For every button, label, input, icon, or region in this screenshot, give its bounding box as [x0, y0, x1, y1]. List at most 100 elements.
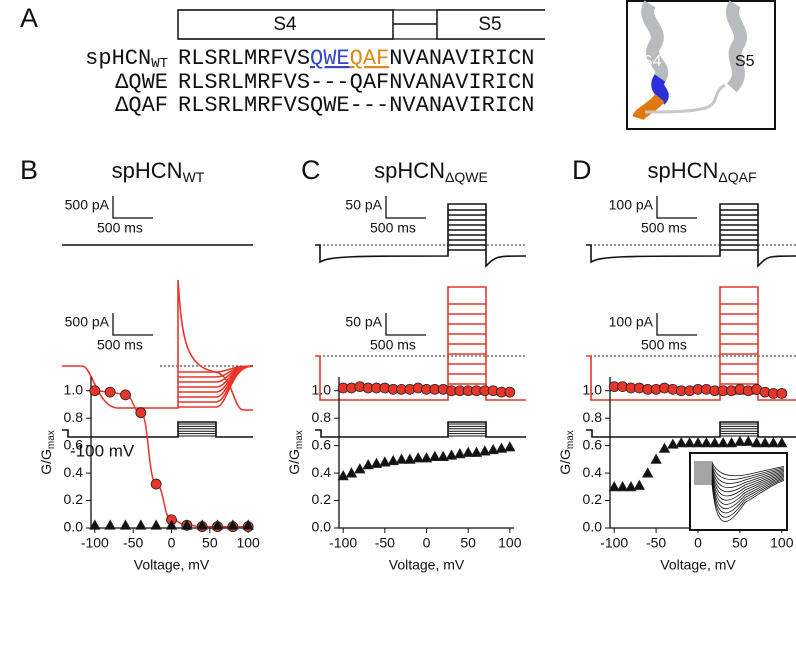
segment-label: S5	[478, 14, 501, 35]
triangle-point	[725, 437, 738, 448]
triangle-point	[165, 519, 178, 530]
triangle-point	[135, 519, 147, 530]
segment-label: S4	[273, 14, 297, 35]
panel-label: B	[20, 155, 38, 185]
triangle-point	[420, 452, 433, 463]
y-axis-label: G/Gmax	[557, 430, 576, 475]
scale-label: 500 pA	[65, 197, 110, 213]
y-tick-label: 0.4	[64, 464, 84, 480]
triangle-point	[608, 480, 620, 492]
triangle-point	[642, 467, 654, 478]
y-tick-label: 0.0	[64, 519, 84, 535]
y-tick-label: 0.6	[583, 436, 603, 452]
circle-point	[120, 389, 131, 401]
seq-qaf: QAF	[350, 46, 390, 71]
trace	[315, 203, 527, 268]
triangle-point	[692, 437, 704, 448]
sequence: RLSRLMRFVSQWE---NVANAVIRICN	[178, 93, 534, 118]
trace	[178, 365, 254, 408]
x-tick-label: -100	[81, 535, 109, 551]
title-subscript: ΔQWE	[445, 169, 488, 185]
triangle-point	[479, 445, 491, 456]
x-tick-label: 100	[770, 535, 794, 551]
triangle-point	[445, 449, 458, 460]
x-axis-label: Voltage, mV	[660, 557, 736, 573]
triangle-point	[700, 437, 713, 448]
y-tick-label: 0.0	[312, 519, 332, 535]
triangle-point	[437, 450, 449, 462]
circle-point	[776, 388, 788, 399]
triangle-point	[633, 479, 646, 490]
triangle-point	[625, 480, 637, 492]
y-label-text: G/G	[38, 449, 54, 475]
y-tick-label: 0.4	[583, 464, 603, 480]
panel-title: spHCNWT	[112, 158, 205, 185]
title-text: spHCN	[112, 158, 183, 183]
y-label-subscript: max	[46, 430, 57, 449]
circle-point	[135, 407, 147, 419]
triangle-point	[242, 519, 254, 530]
panel-title: spHCNΔQWE	[374, 158, 488, 185]
circle-point	[89, 385, 101, 397]
triangle-point	[354, 463, 366, 474]
y-label-subscript: max	[565, 430, 576, 449]
inset-trace	[694, 465, 785, 484]
scale-bar	[656, 196, 697, 219]
triangle-point	[650, 453, 662, 464]
panel-label: C	[301, 155, 321, 185]
row-name: ΔQWE	[115, 70, 168, 95]
triangle-point	[495, 442, 508, 453]
triangle-point	[227, 519, 239, 530]
y-tick-label: 0.2	[312, 491, 332, 507]
triangle-point	[119, 519, 132, 530]
seq-part: NVANAVIRICN	[389, 46, 534, 71]
name: spHCN	[85, 46, 151, 71]
structure-label: S4	[642, 53, 662, 70]
inset-trace	[694, 479, 785, 522]
inset-trace	[694, 477, 785, 514]
sequence: RLSRLMRFVSQWEQAFNVANAVIRICN	[178, 46, 534, 71]
triangle-point	[667, 438, 679, 449]
panel-label: D	[572, 155, 592, 185]
triangle-point	[462, 446, 474, 457]
inset-trace	[694, 473, 785, 501]
y-tick-label: 0.2	[583, 491, 603, 507]
y-tick-label: 0.0	[583, 519, 603, 535]
title-text: spHCN	[647, 158, 718, 183]
triangle-point	[362, 459, 374, 470]
scale-label: 500 ms	[97, 220, 143, 236]
protocol	[586, 421, 796, 438]
y-tick-label: 0.8	[312, 409, 332, 425]
scale-label: 50 pA	[345, 197, 382, 213]
triangle-point	[150, 519, 162, 530]
x-tick-label: -50	[123, 535, 143, 551]
y-tick-label: 1.0	[64, 381, 84, 397]
triangle-point	[776, 437, 788, 448]
triangle-point	[616, 480, 629, 492]
triangle-point	[429, 450, 441, 462]
x-tick-label: 50	[460, 535, 476, 551]
row-name: ΔQAF	[115, 93, 168, 118]
x-tick-label: 0	[694, 535, 702, 551]
triangle-point	[89, 519, 101, 530]
seq-part: RLSRLMRFVS	[178, 46, 310, 71]
x-tick-label: 50	[732, 535, 748, 551]
topology: S4 S5	[177, 9, 545, 40]
scale-label: 500 ms	[370, 337, 416, 353]
inset-trace	[694, 463, 785, 480]
title-text: spHCN	[374, 158, 445, 183]
x-tick-label: 0	[423, 535, 431, 551]
triangle-point	[767, 437, 780, 448]
structure-image: S4 S5	[626, 0, 776, 130]
y-label-subscript: max	[294, 430, 305, 449]
scale-label: 500 ms	[641, 220, 687, 236]
x-tick-label: -50	[646, 535, 666, 551]
x-axis-label: Voltage, mV	[134, 557, 210, 573]
y-axis-label: G/Gmax	[286, 430, 305, 475]
protocol	[62, 421, 253, 438]
y-label-text: G/G	[286, 449, 302, 475]
scale-bar	[385, 196, 426, 219]
inset-trace	[694, 476, 785, 509]
triangle-point	[104, 519, 116, 530]
triangle-point	[683, 437, 696, 448]
